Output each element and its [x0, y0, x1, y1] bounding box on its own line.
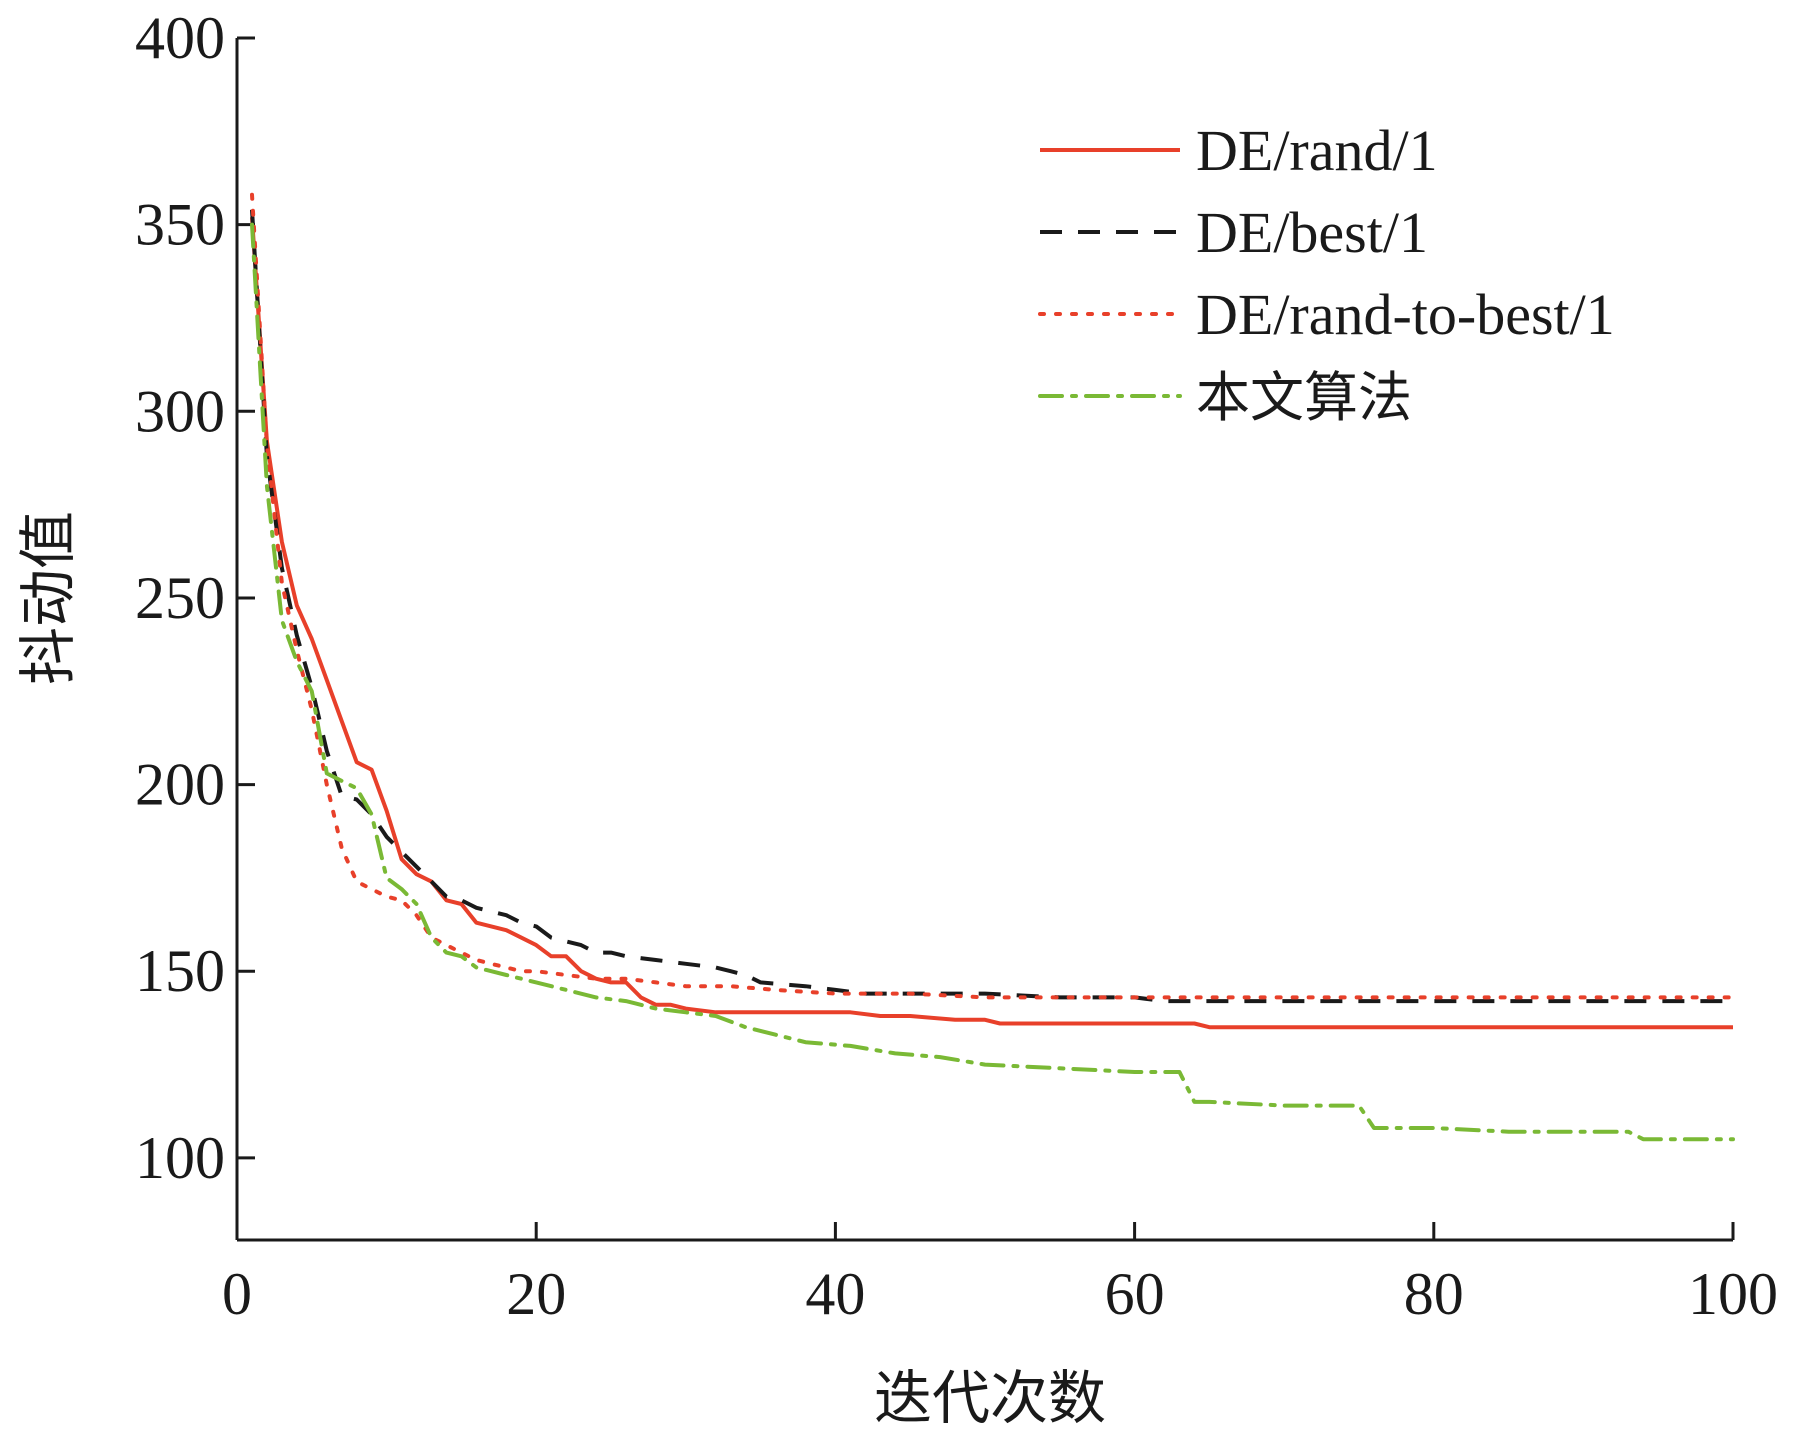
x-tick-label: 100: [1688, 1261, 1778, 1327]
x-tick-label: 80: [1404, 1261, 1464, 1327]
x-tick-label: 60: [1105, 1261, 1165, 1327]
legend-label: 本文算法: [1196, 366, 1412, 429]
y-tick-label: 250: [135, 565, 225, 631]
series-line-1: [250, 209, 1733, 1004]
series-line-0: [250, 217, 1733, 1030]
y-tick-label: 400: [135, 5, 225, 71]
y-tick-label: 300: [135, 378, 225, 444]
series-line-2: [250, 192, 1735, 1000]
series-lines: [250, 192, 1735, 1142]
x-tick-label: 20: [506, 1261, 566, 1327]
legend-label: DE/rand-to-best/1: [1196, 282, 1615, 347]
y-tick-label: 350: [135, 192, 225, 258]
y-tick-label: 200: [135, 752, 225, 818]
axes: 100 150 200 250 300 350 400 0 20 40 60 80 100: [135, 5, 1778, 1327]
y-axis-title: 抖动值: [14, 511, 82, 685]
legend: DE/rand/1 DE/best/1 DE/rand-to-best/1 本文算法: [1038, 118, 1615, 429]
x-axis-title: 迭代次数: [874, 1364, 1106, 1431]
x-tick-label: 0: [222, 1261, 252, 1327]
y-tick-label: 150: [135, 938, 225, 1004]
y-tick-label: 100: [135, 1125, 225, 1191]
legend-label: DE/best/1: [1196, 200, 1428, 265]
x-tick-label: 40: [805, 1261, 865, 1327]
legend-label: DE/rand/1: [1196, 118, 1438, 183]
series-line-3: [250, 222, 1735, 1142]
